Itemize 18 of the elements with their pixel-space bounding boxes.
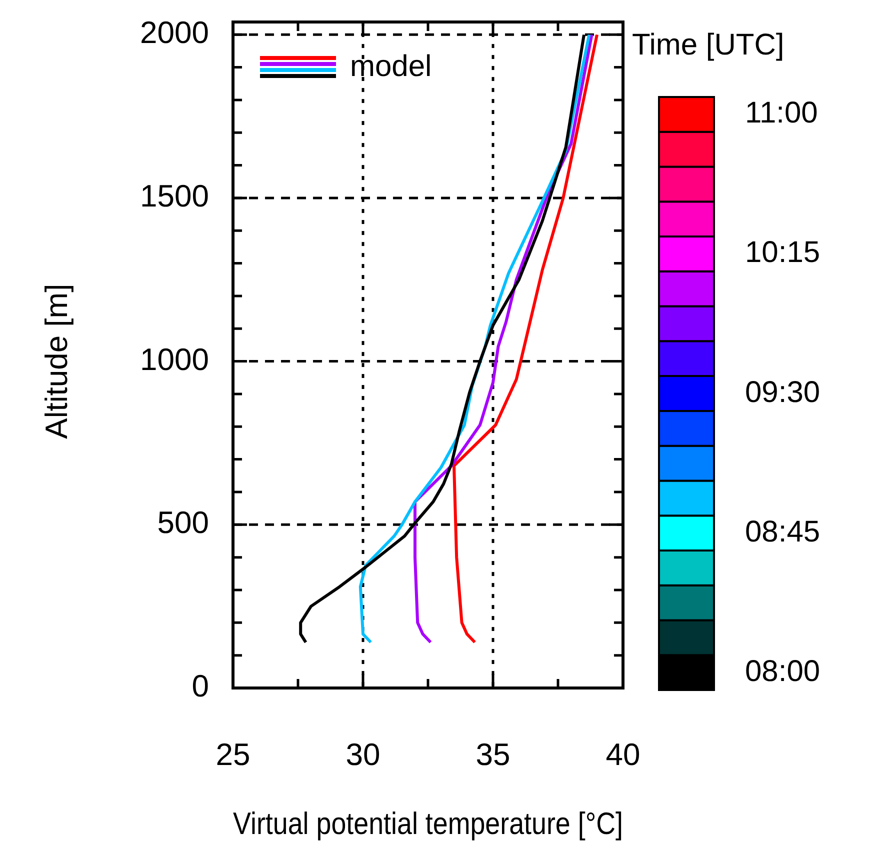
y-tick-label: 0 [192,668,209,704]
y-tick-label: 2000 [140,15,209,50]
x-tick-label: 25 [216,737,250,772]
x-axis-title: Virtual potential temperature [°C] [233,807,623,842]
y-axis-title: Altitude [m] [39,284,74,439]
color-bar-label: 08:00 [745,654,820,688]
annotation: model [350,50,432,84]
color-bar-label: 09:30 [745,376,820,409]
y-tick-label: 1500 [140,178,209,214]
color-bar-title: Time [UTC] [632,28,784,62]
y-tick-label: 500 [157,505,209,540]
color-bar-label: 10:15 [745,236,820,270]
color-bar-label: 08:45 [745,515,820,548]
x-tick-label: 30 [346,737,380,772]
y-tick-label: 1000 [140,342,209,377]
color-bar-label: 11:00 [745,96,818,130]
x-tick-label: 35 [476,737,510,772]
x-tick-label: 40 [606,737,640,772]
